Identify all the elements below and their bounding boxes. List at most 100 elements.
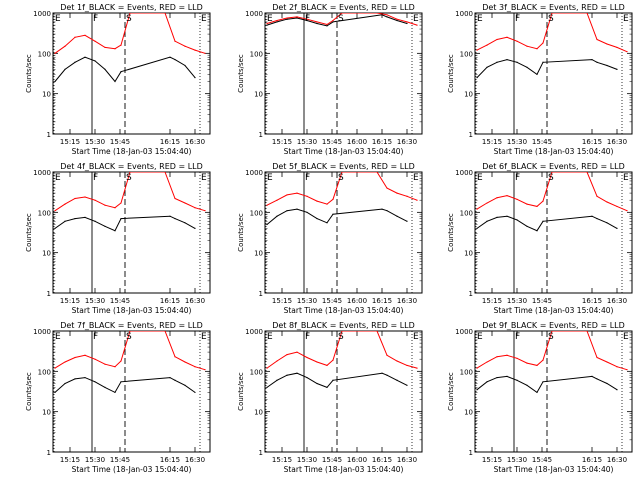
- data-point: [476, 208, 478, 210]
- series-line-lld: [266, 13, 418, 26]
- data-point: [406, 220, 408, 222]
- x-tick-label: 16:30: [607, 138, 627, 146]
- data-point: [276, 21, 278, 23]
- data-point: [376, 331, 378, 332]
- data-point: [286, 194, 288, 196]
- data-point: [184, 384, 186, 386]
- detector-panel: Det 5f_BLACK = Events, RED = LLD 1 10 100 10…: [237, 162, 423, 315]
- y-tick-label: 1: [259, 290, 263, 298]
- data-point: [381, 14, 383, 16]
- data-point: [396, 18, 398, 20]
- data-point: [416, 199, 418, 201]
- data-point: [341, 331, 343, 332]
- data-point: [551, 13, 553, 14]
- y-axis-label: Counts/sec: [25, 54, 33, 93]
- data-point: [496, 216, 498, 218]
- x-tick-label: 15:30: [85, 456, 105, 464]
- data-point: [54, 227, 56, 229]
- data-point: [104, 363, 106, 365]
- x-tick-label: 15:30: [297, 138, 317, 146]
- y-tick-label: 1000: [245, 10, 263, 18]
- data-point: [596, 61, 598, 63]
- y-tick-label: 10: [42, 91, 51, 99]
- data-point: [114, 391, 116, 394]
- data-point: [316, 200, 318, 202]
- data-point: [114, 48, 116, 50]
- data-point: [606, 361, 608, 363]
- data-point: [84, 376, 86, 379]
- y-tick-label: 10: [464, 409, 473, 417]
- y-tick-label: 1000: [245, 328, 263, 336]
- data-point: [114, 207, 116, 209]
- x-tick-label: 16:15: [160, 297, 180, 305]
- data-point: [296, 351, 298, 353]
- data-point: [506, 215, 508, 217]
- y-tick-label: 10: [254, 91, 263, 99]
- data-point: [616, 68, 618, 70]
- data-point: [381, 208, 383, 210]
- data-point: [74, 356, 76, 359]
- data-point: [476, 49, 478, 51]
- x-tick-label: 16:15: [582, 138, 602, 146]
- data-point: [169, 215, 171, 217]
- plot-area: [475, 331, 628, 452]
- y-tick-label: 10: [42, 409, 51, 417]
- marker-label-f: F: [515, 14, 520, 24]
- data-point: [296, 17, 298, 19]
- data-point: [120, 217, 122, 220]
- x-tick-label: 15:30: [507, 297, 527, 305]
- data-point: [506, 375, 508, 377]
- data-point: [396, 19, 398, 22]
- x-tick-label: 16:30: [185, 138, 205, 146]
- x-tick-label: 16:15: [160, 138, 180, 146]
- data-point: [486, 220, 488, 222]
- marker-label-f: F: [93, 14, 98, 24]
- data-point: [386, 14, 388, 16]
- marker-label-s: S: [338, 332, 344, 342]
- detector-panel: Det 8f_BLACK = Events, RED = LLD 1 10 100 10…: [237, 321, 423, 474]
- data-point: [94, 381, 96, 383]
- detector-panel: Det 3f_BLACK = Events, RED = LLD 1 10 100 10…: [447, 3, 633, 156]
- x-tick-label: 15:15: [60, 297, 80, 305]
- x-tick-label: 16:30: [185, 297, 205, 305]
- data-point: [94, 40, 96, 42]
- data-point: [606, 222, 608, 224]
- y-tick-label: 1: [47, 449, 51, 457]
- plot-area: [265, 172, 418, 293]
- data-point: [286, 374, 288, 376]
- data-point: [184, 361, 186, 363]
- data-point: [341, 172, 343, 173]
- marker-label-e: E: [201, 332, 207, 342]
- data-point: [54, 52, 56, 54]
- data-point: [332, 213, 334, 215]
- data-point: [104, 386, 106, 388]
- data-point: [536, 73, 538, 76]
- marker-label-e: E: [55, 14, 61, 24]
- detector-panel: Det 6f_BLACK = Events, RED = LLD 1 10 100 10…: [447, 162, 633, 315]
- series-line-events: [54, 56, 196, 83]
- marker-label-e: E: [201, 173, 207, 183]
- data-point: [184, 222, 186, 224]
- data-point: [536, 205, 538, 208]
- series-line-events: [266, 372, 408, 388]
- data-point: [316, 22, 318, 25]
- x-tick-label: 15:15: [60, 138, 80, 146]
- data-point: [129, 172, 131, 173]
- data-point: [174, 197, 176, 200]
- data-point: [526, 362, 528, 364]
- data-point: [616, 46, 618, 49]
- data-point: [276, 379, 278, 381]
- series-line-events: [476, 215, 618, 232]
- series-line-events: [54, 215, 196, 232]
- data-point: [74, 36, 76, 38]
- data-point: [486, 44, 488, 46]
- x-tick-label: 15:45: [110, 297, 130, 305]
- data-point: [596, 195, 598, 197]
- y-tick-label: 1: [469, 290, 473, 298]
- y-tick-label: 1000: [33, 169, 51, 177]
- data-point: [332, 379, 334, 381]
- y-tick-label: 10: [42, 250, 51, 258]
- plot-area: [53, 13, 206, 134]
- data-point: [94, 220, 96, 222]
- data-point: [114, 80, 116, 83]
